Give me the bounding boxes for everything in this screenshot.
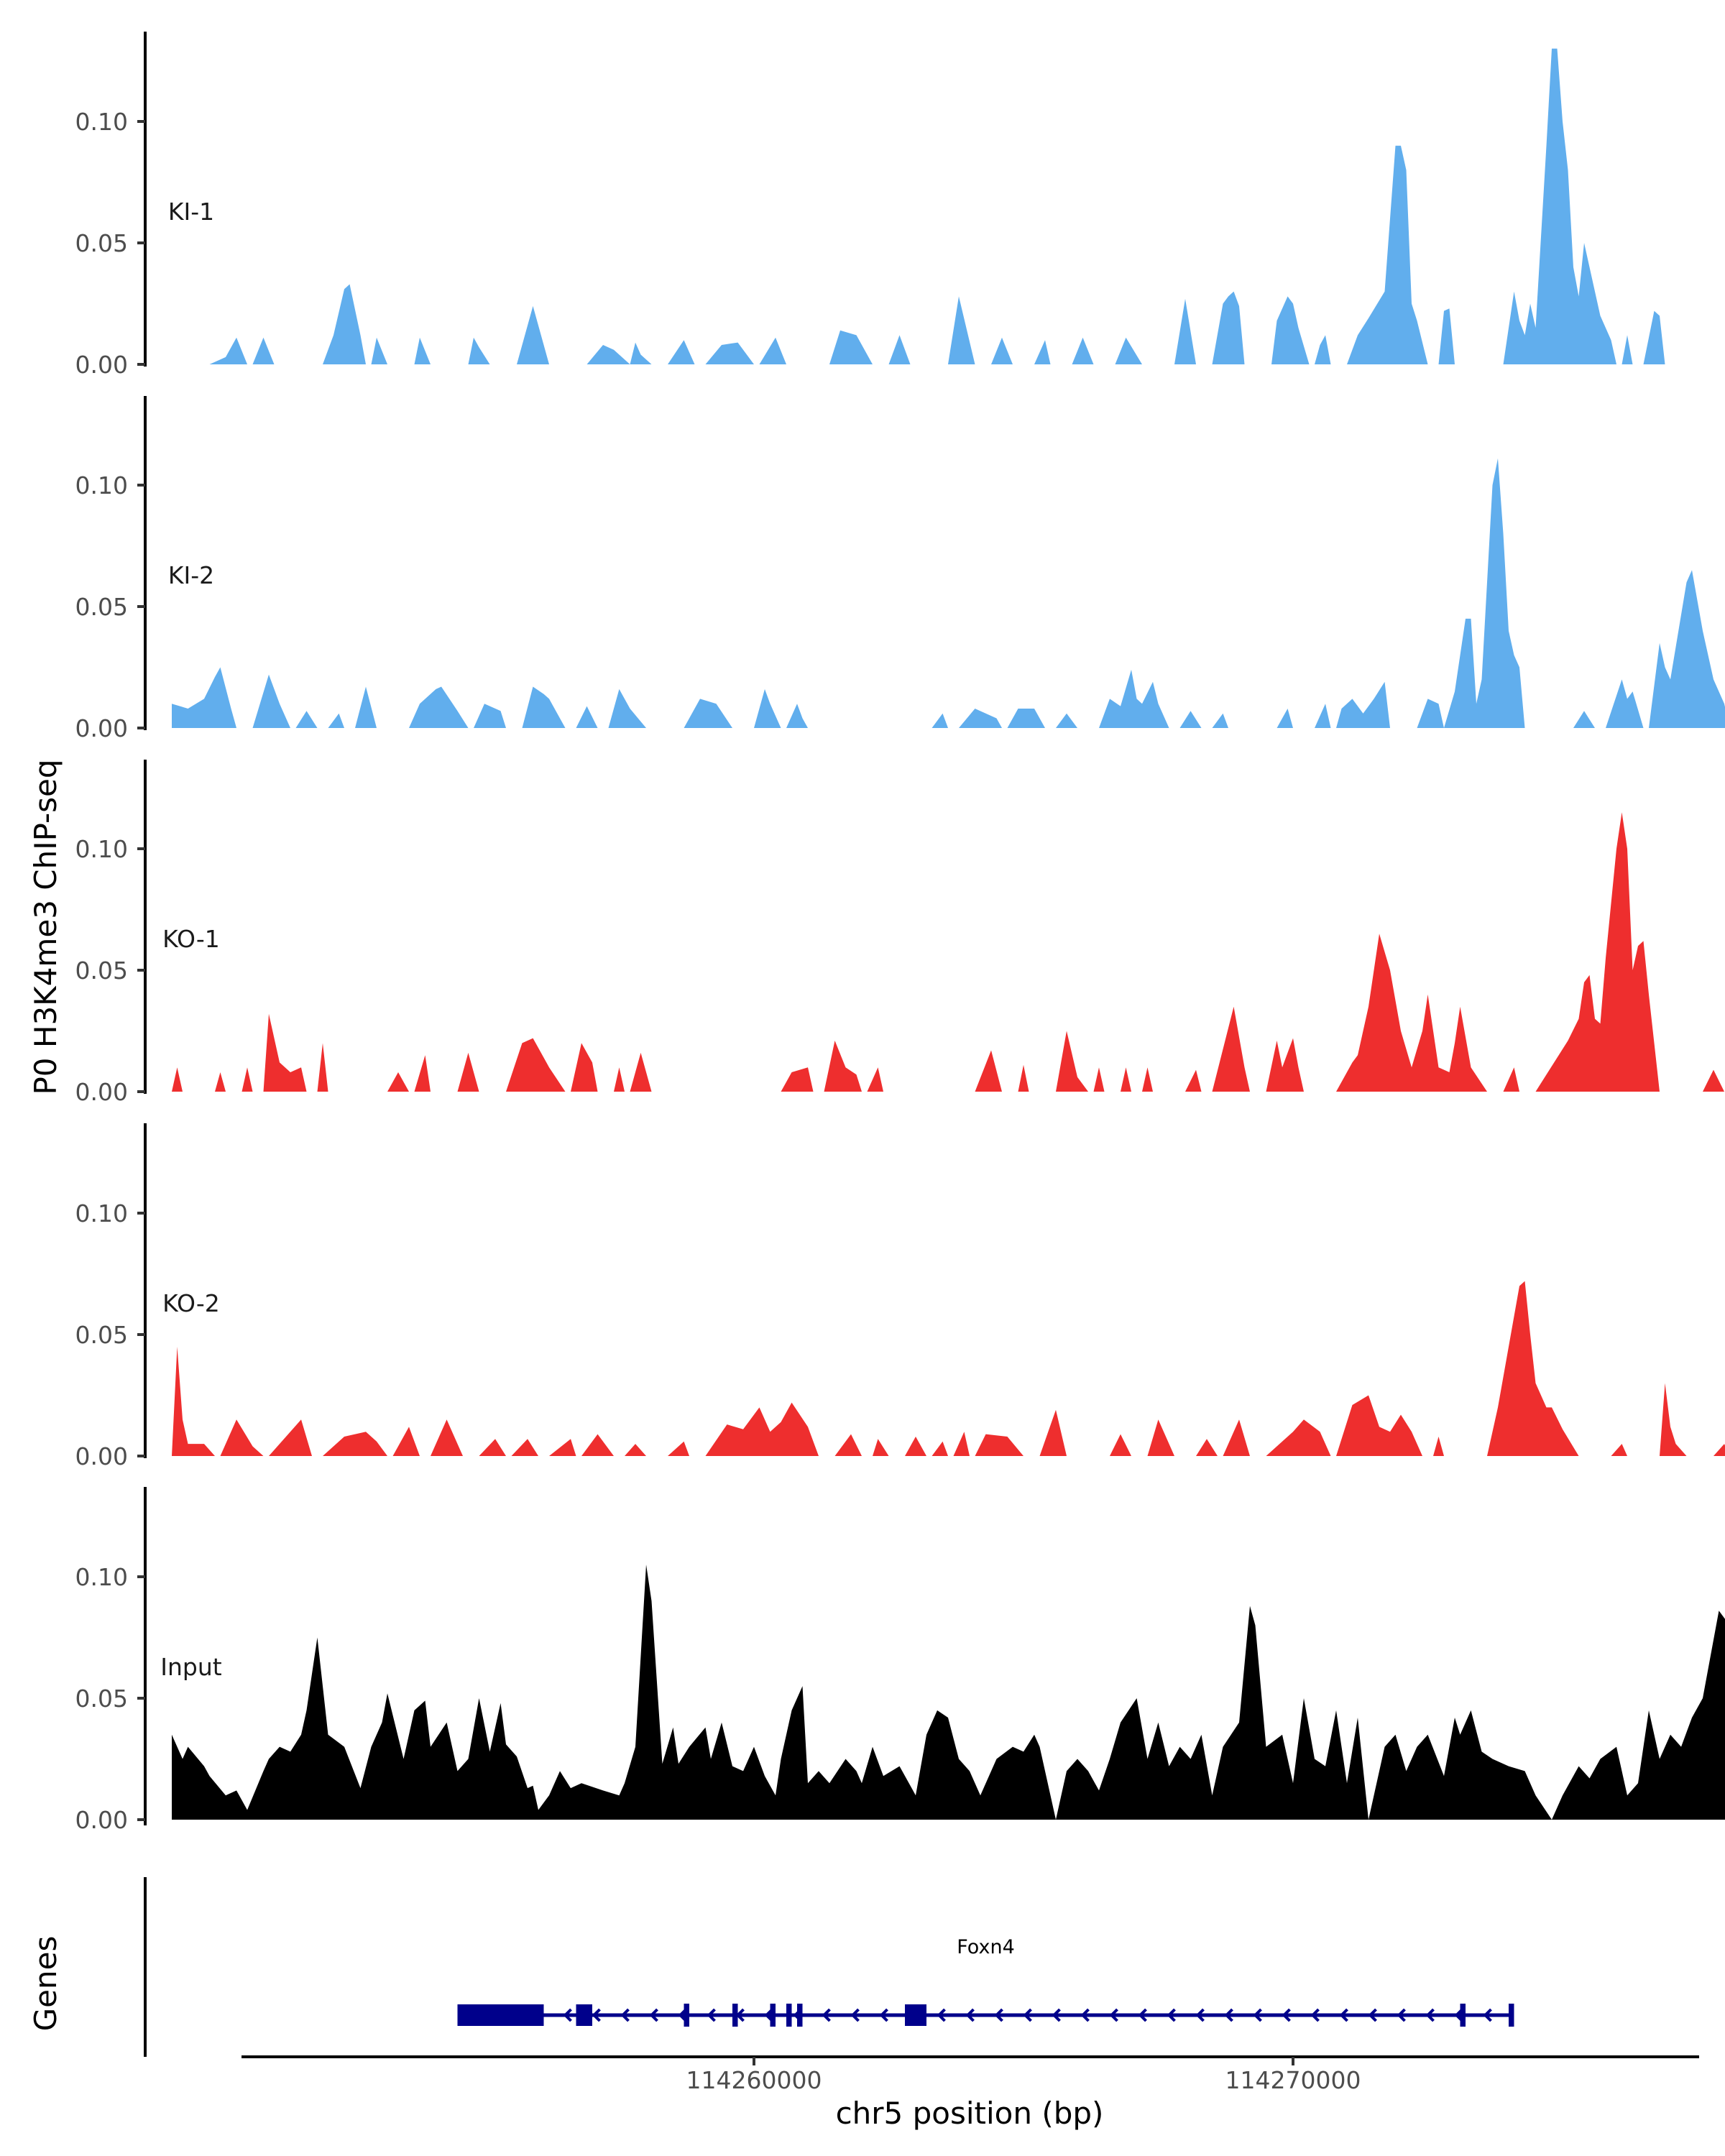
gene-exon: [684, 2004, 689, 2027]
track-ki-2: 0.00 0.05 0.10 KI-2: [75, 396, 1725, 742]
gene-exon: [576, 2004, 592, 2026]
y-tick-label: 0.05: [75, 593, 128, 621]
gene-name-label: Foxn4: [957, 1936, 1015, 1958]
y-tick-label: 0.05: [75, 1321, 128, 1349]
signal-area-ki-1: [209, 48, 1665, 364]
strand-arrow: [1253, 2008, 1262, 2022]
track-label: KO-1: [162, 925, 220, 953]
track-panels: 0.00 0.05 0.10 KI-1 0.00 0.05 0.10 KI-2 0.00 0.05…: [75, 32, 1725, 1834]
strand-arrow: [1138, 2008, 1147, 2022]
signal-area-ko-1: [172, 812, 1725, 1092]
y-axis-title: P0 H3K4me3 ChIP-seq: [28, 759, 63, 1095]
gene-exon: [1460, 2004, 1466, 2027]
strand-arrow: [850, 2008, 860, 2022]
x-axis-title: chr5 position (bp): [836, 2096, 1104, 2131]
strand-arrow: [965, 2008, 975, 2022]
x-axis: 114260000 114270000: [242, 2055, 1699, 2094]
gene-exon: [797, 2004, 803, 2027]
gene-exon: [1509, 2004, 1514, 2027]
gene-exon: [732, 2004, 738, 2027]
y-tick-label: 0.10: [75, 1563, 128, 1591]
x-tick-label: 114270000: [1225, 2066, 1361, 2094]
strand-arrow: [1023, 2008, 1032, 2022]
track-label: KI-2: [168, 561, 214, 589]
strand-arrow: [592, 2008, 601, 2022]
y-tick-label: 0.10: [75, 1199, 128, 1227]
strand-arrow: [879, 2008, 888, 2022]
gene-exon: [770, 2004, 776, 2027]
y-tick-label: 0.00: [75, 1442, 128, 1470]
strand-arrow: [563, 2008, 572, 2022]
x-tick-label: 114260000: [686, 2066, 822, 2094]
strand-arrow: [707, 2008, 716, 2022]
strand-arrow: [1195, 2008, 1205, 2022]
gene-exon: [905, 2004, 926, 2026]
strand-arrow: [620, 2008, 630, 2022]
y-tick-label: 0.10: [75, 835, 128, 863]
y-tick-label: 0.05: [75, 957, 128, 985]
signal-area-input: [172, 1565, 1725, 1820]
track-input: 0.00 0.05 0.10 Input: [75, 1487, 1725, 1834]
strand-arrow: [1397, 2008, 1406, 2022]
strand-arrow: [1224, 2008, 1233, 2022]
strand-arrow: [1052, 2008, 1061, 2022]
y-tick-label: 0.05: [75, 229, 128, 257]
strand-arrow: [822, 2008, 831, 2022]
y-tick-label: 0.00: [75, 1806, 128, 1834]
strand-arrow: [1080, 2008, 1090, 2022]
y-tick-label: 0.00: [75, 714, 128, 742]
y-tick-label: 0.00: [75, 1078, 128, 1106]
strand-arrow: [1483, 2008, 1492, 2022]
y-tick-label: 0.05: [75, 1685, 128, 1713]
track-ki-1: 0.00 0.05 0.10 KI-1: [75, 32, 1665, 379]
gene-exon: [786, 2004, 792, 2027]
track-label: Input: [160, 1653, 222, 1681]
strand-arrow: [994, 2008, 1003, 2022]
gene-exon: [457, 2004, 544, 2026]
track-ko-1: 0.00 0.05 0.10 KO-1: [75, 760, 1725, 1106]
strand-arrow: [1425, 2008, 1435, 2022]
strand-arrow: [1167, 2008, 1176, 2022]
track-label: KO-2: [162, 1289, 220, 1317]
strand-arrow: [1368, 2008, 1377, 2022]
y-tick-label: 0.10: [75, 471, 128, 499]
strand-arrow: [1339, 2008, 1348, 2022]
gene-panel: Foxn4: [144, 1877, 1514, 2057]
y-tick-label: 0.00: [75, 351, 128, 379]
y-tick-label: 0.10: [75, 108, 128, 136]
strand-arrow: [649, 2008, 658, 2022]
strand-arrow: [1282, 2008, 1291, 2022]
strand-arrow: [1310, 2008, 1320, 2022]
track-ko-2: 0.00 0.05 0.10 KO-2: [75, 1123, 1725, 1470]
strand-arrow: [1109, 2008, 1118, 2022]
strand-arrow: [937, 2008, 946, 2022]
genes-axis-title: Genes: [28, 1936, 63, 2032]
track-label: KI-1: [168, 198, 214, 226]
